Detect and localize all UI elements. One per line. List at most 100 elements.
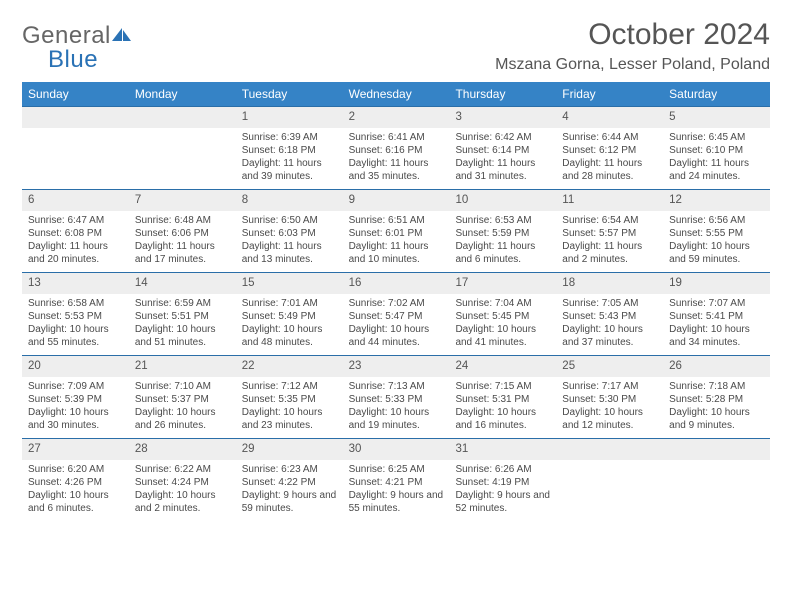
sunset-text: Sunset: 5:39 PM [28, 393, 123, 406]
sunrise-text: Sunrise: 7:15 AM [455, 380, 550, 393]
cell-body: Sunrise: 7:05 AMSunset: 5:43 PMDaylight:… [556, 294, 663, 355]
sunset-text: Sunset: 5:35 PM [242, 393, 337, 406]
sunrise-text: Sunrise: 6:41 AM [349, 131, 444, 144]
day-number: 17 [449, 273, 556, 294]
sunset-text: Sunset: 6:08 PM [28, 227, 123, 240]
sunset-text: Sunset: 5:28 PM [669, 393, 764, 406]
daylight-text: Daylight: 11 hours and 6 minutes. [455, 240, 550, 266]
calendar-cell [663, 439, 770, 521]
cell-body: Sunrise: 6:20 AMSunset: 4:26 PMDaylight:… [22, 460, 129, 521]
day-number: 26 [663, 356, 770, 377]
calendar-cell: 31Sunrise: 6:26 AMSunset: 4:19 PMDayligh… [449, 439, 556, 521]
cell-body: Sunrise: 6:54 AMSunset: 5:57 PMDaylight:… [556, 211, 663, 272]
day-number [556, 439, 663, 460]
sunrise-text: Sunrise: 7:07 AM [669, 297, 764, 310]
day-number: 19 [663, 273, 770, 294]
sunset-text: Sunset: 4:21 PM [349, 476, 444, 489]
day-number: 9 [343, 190, 450, 211]
sunrise-text: Sunrise: 6:58 AM [28, 297, 123, 310]
calendar-cell: 22Sunrise: 7:12 AMSunset: 5:35 PMDayligh… [236, 356, 343, 438]
sunset-text: Sunset: 5:30 PM [562, 393, 657, 406]
sunset-text: Sunset: 4:22 PM [242, 476, 337, 489]
sunrise-text: Sunrise: 6:25 AM [349, 463, 444, 476]
calendar-cell: 23Sunrise: 7:13 AMSunset: 5:33 PMDayligh… [343, 356, 450, 438]
sunset-text: Sunset: 6:18 PM [242, 144, 337, 157]
sunset-text: Sunset: 5:57 PM [562, 227, 657, 240]
cell-body: Sunrise: 6:26 AMSunset: 4:19 PMDaylight:… [449, 460, 556, 521]
day-header: Saturday [663, 82, 770, 106]
calendar-cell: 6Sunrise: 6:47 AMSunset: 6:08 PMDaylight… [22, 190, 129, 272]
cell-body: Sunrise: 6:50 AMSunset: 6:03 PMDaylight:… [236, 211, 343, 272]
day-number: 21 [129, 356, 236, 377]
cell-body: Sunrise: 7:15 AMSunset: 5:31 PMDaylight:… [449, 377, 556, 438]
page-header: General Blue October 2024 Mszana Gorna, … [22, 18, 770, 74]
cell-body: Sunrise: 6:51 AMSunset: 6:01 PMDaylight:… [343, 211, 450, 272]
cell-body: Sunrise: 6:59 AMSunset: 5:51 PMDaylight:… [129, 294, 236, 355]
sunrise-text: Sunrise: 6:39 AM [242, 131, 337, 144]
cell-body: Sunrise: 6:39 AMSunset: 6:18 PMDaylight:… [236, 128, 343, 189]
sunset-text: Sunset: 4:24 PM [135, 476, 230, 489]
cell-body: Sunrise: 6:41 AMSunset: 6:16 PMDaylight:… [343, 128, 450, 189]
location-text: Mszana Gorna, Lesser Poland, Poland [495, 56, 770, 74]
brand-logo: General Blue [22, 22, 133, 74]
day-number: 29 [236, 439, 343, 460]
calendar-cell [556, 439, 663, 521]
daylight-text: Daylight: 11 hours and 13 minutes. [242, 240, 337, 266]
day-number: 22 [236, 356, 343, 377]
sunset-text: Sunset: 5:53 PM [28, 310, 123, 323]
day-number: 16 [343, 273, 450, 294]
calendar-cell: 4Sunrise: 6:44 AMSunset: 6:12 PMDaylight… [556, 107, 663, 189]
day-number: 14 [129, 273, 236, 294]
sunset-text: Sunset: 5:33 PM [349, 393, 444, 406]
day-number: 24 [449, 356, 556, 377]
cell-body: Sunrise: 6:23 AMSunset: 4:22 PMDaylight:… [236, 460, 343, 521]
calendar-grid: SundayMondayTuesdayWednesdayThursdayFrid… [22, 82, 770, 521]
cell-body: Sunrise: 7:12 AMSunset: 5:35 PMDaylight:… [236, 377, 343, 438]
day-number: 5 [663, 107, 770, 128]
day-number: 18 [556, 273, 663, 294]
day-header: Tuesday [236, 82, 343, 106]
sunset-text: Sunset: 5:31 PM [455, 393, 550, 406]
cell-body: Sunrise: 6:42 AMSunset: 6:14 PMDaylight:… [449, 128, 556, 189]
day-number [129, 107, 236, 128]
day-number [22, 107, 129, 128]
sunrise-text: Sunrise: 6:44 AM [562, 131, 657, 144]
sunrise-text: Sunrise: 6:50 AM [242, 214, 337, 227]
daylight-text: Daylight: 9 hours and 52 minutes. [455, 489, 550, 515]
cell-body: Sunrise: 6:53 AMSunset: 5:59 PMDaylight:… [449, 211, 556, 272]
cell-body [556, 460, 663, 518]
sunrise-text: Sunrise: 6:20 AM [28, 463, 123, 476]
day-number: 7 [129, 190, 236, 211]
sunset-text: Sunset: 5:43 PM [562, 310, 657, 323]
sunset-text: Sunset: 6:16 PM [349, 144, 444, 157]
calendar-cell: 14Sunrise: 6:59 AMSunset: 5:51 PMDayligh… [129, 273, 236, 355]
day-number: 23 [343, 356, 450, 377]
calendar-cell: 1Sunrise: 6:39 AMSunset: 6:18 PMDaylight… [236, 107, 343, 189]
cell-body: Sunrise: 6:58 AMSunset: 5:53 PMDaylight:… [22, 294, 129, 355]
sunset-text: Sunset: 6:10 PM [669, 144, 764, 157]
sunrise-text: Sunrise: 6:45 AM [669, 131, 764, 144]
daylight-text: Daylight: 10 hours and 37 minutes. [562, 323, 657, 349]
day-number: 15 [236, 273, 343, 294]
sunset-text: Sunset: 4:19 PM [455, 476, 550, 489]
sunset-text: Sunset: 6:06 PM [135, 227, 230, 240]
day-number: 20 [22, 356, 129, 377]
day-number: 13 [22, 273, 129, 294]
calendar-cell: 30Sunrise: 6:25 AMSunset: 4:21 PMDayligh… [343, 439, 450, 521]
cell-body: Sunrise: 7:01 AMSunset: 5:49 PMDaylight:… [236, 294, 343, 355]
daylight-text: Daylight: 10 hours and 2 minutes. [135, 489, 230, 515]
daylight-text: Daylight: 10 hours and 44 minutes. [349, 323, 444, 349]
daylight-text: Daylight: 10 hours and 51 minutes. [135, 323, 230, 349]
sunrise-text: Sunrise: 6:42 AM [455, 131, 550, 144]
calendar-cell: 5Sunrise: 6:45 AMSunset: 6:10 PMDaylight… [663, 107, 770, 189]
day-number [663, 439, 770, 460]
day-number: 25 [556, 356, 663, 377]
day-header: Monday [129, 82, 236, 106]
sunset-text: Sunset: 6:12 PM [562, 144, 657, 157]
day-header-row: SundayMondayTuesdayWednesdayThursdayFrid… [22, 82, 770, 106]
day-header: Friday [556, 82, 663, 106]
sunset-text: Sunset: 5:41 PM [669, 310, 764, 323]
daylight-text: Daylight: 11 hours and 2 minutes. [562, 240, 657, 266]
sunrise-text: Sunrise: 6:53 AM [455, 214, 550, 227]
day-number: 31 [449, 439, 556, 460]
